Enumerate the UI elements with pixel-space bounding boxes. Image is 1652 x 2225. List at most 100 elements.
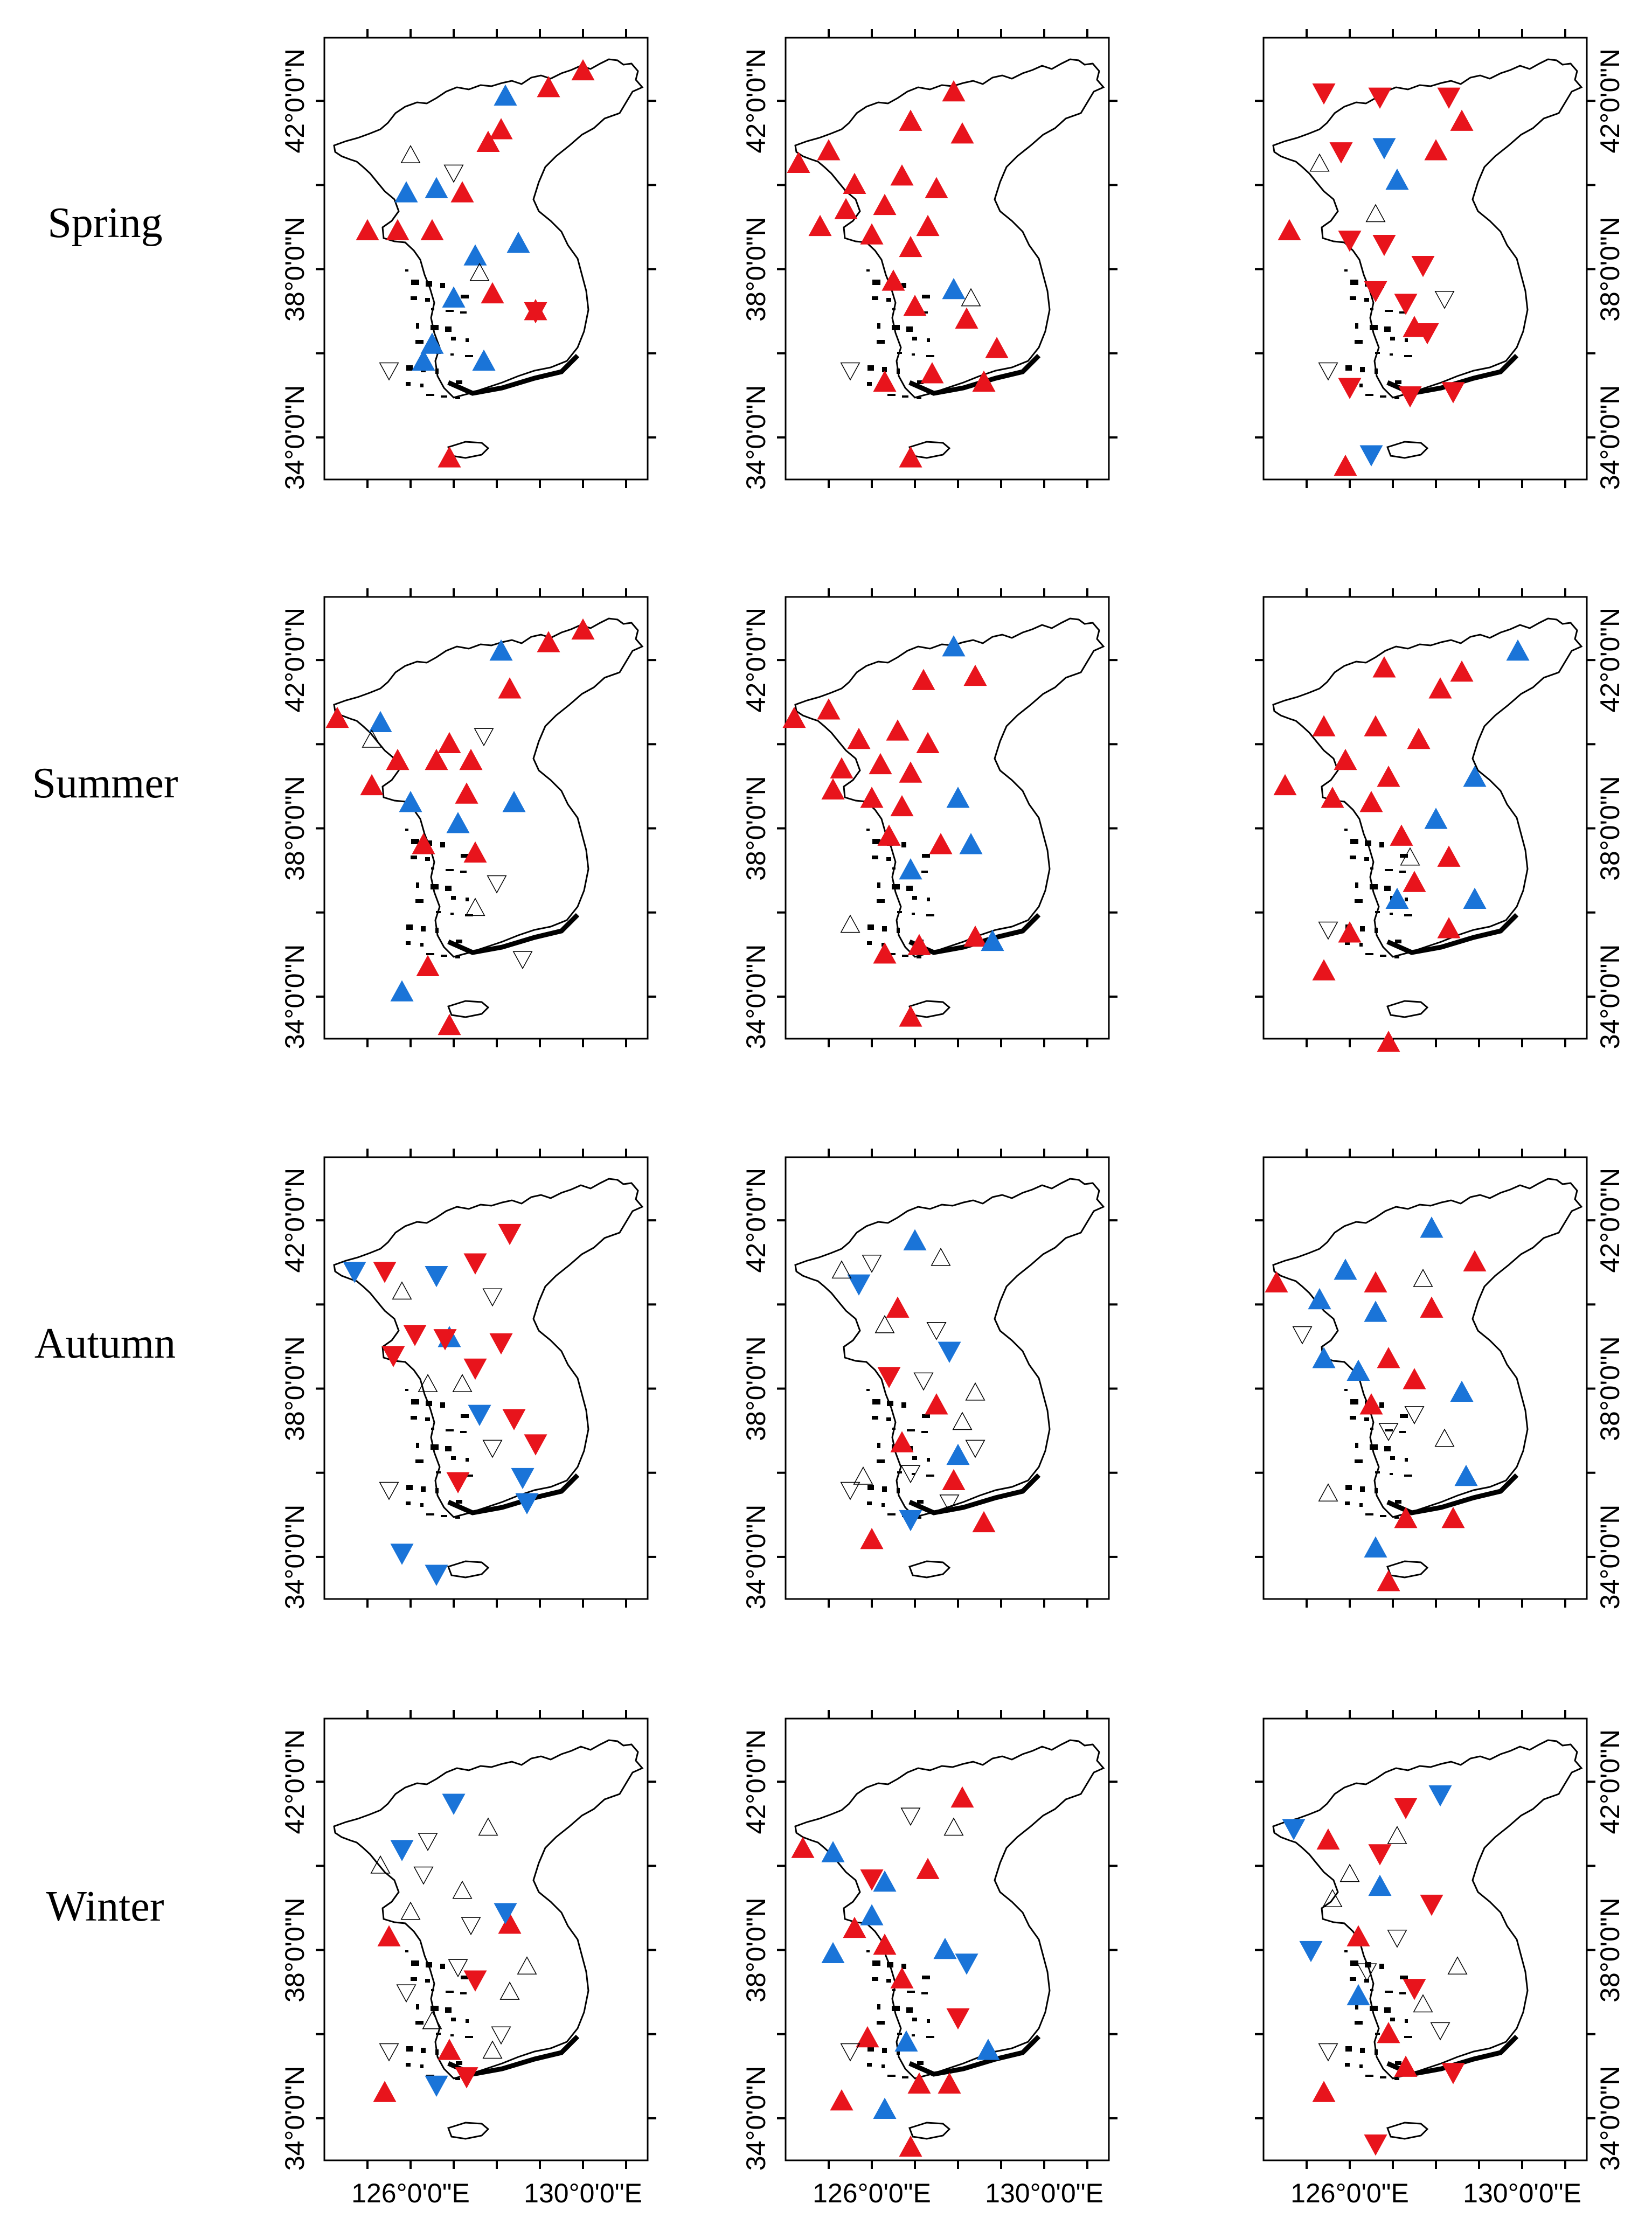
lat-label: 38°0'0"N: [280, 1897, 310, 2002]
island-speck: [441, 395, 447, 398]
island-speck: [877, 2004, 880, 2010]
island-speck: [446, 1429, 454, 1431]
island-speck: [416, 323, 419, 329]
island-speck: [441, 955, 447, 957]
red-up-triangle-marker: [791, 1837, 815, 1858]
island-speck: [426, 1513, 434, 1515]
island-speck: [441, 1515, 447, 1517]
island-speck: [1370, 867, 1373, 870]
island-speck: [455, 956, 460, 958]
island-speck: [892, 867, 896, 870]
red-up-triangle-marker: [438, 732, 461, 754]
hollow-up-triangle-marker: [418, 1374, 438, 1392]
hollow-up-triangle-marker: [400, 1901, 421, 1920]
red-up-triangle-marker: [1377, 1570, 1400, 1591]
island-speck: [886, 298, 891, 302]
island-speck: [897, 352, 902, 354]
blue-up-triangle-marker: [946, 787, 970, 808]
island-speck: [1365, 1962, 1371, 1967]
red-down-triangle-marker: [1329, 142, 1353, 164]
red-up-triangle-marker: [942, 1469, 966, 1491]
island-speck: [431, 884, 439, 889]
red-up-triangle-marker: [903, 295, 927, 316]
island-speck: [450, 2034, 454, 2036]
island-speck: [867, 1485, 874, 1490]
red-up-triangle-marker: [950, 1786, 974, 1808]
island-speck: [1355, 1443, 1358, 1448]
south-coast-islands: [447, 1473, 580, 1515]
red-up-triangle-marker: [1390, 824, 1413, 846]
lat-label: 38°0'0"N: [1595, 1897, 1625, 2002]
island-speck: [451, 896, 456, 900]
hollow-up-triangle-marker: [469, 262, 490, 281]
island-speck: [927, 1458, 930, 1462]
island-speck: [1355, 1459, 1363, 1463]
red-up-triangle-marker: [425, 748, 448, 770]
red-down-triangle-marker: [403, 1325, 427, 1346]
island-speck: [1364, 1417, 1369, 1421]
island-speck: [1350, 296, 1356, 300]
red-up-triangle-marker: [450, 181, 474, 203]
island-speck: [435, 2049, 439, 2055]
blue-up-triangle-marker: [463, 244, 487, 266]
red-up-triangle-marker: [912, 669, 935, 690]
island-speck: [406, 1501, 411, 1505]
island-speck: [912, 1473, 915, 1475]
red-down-triangle-marker: [1394, 1798, 1418, 1819]
island-speck: [431, 1444, 439, 1450]
island-speck: [421, 2048, 426, 2053]
red-up-triangle-marker: [571, 59, 595, 81]
hollow-down-triangle-marker: [1387, 1929, 1407, 1948]
south-coast-islands: [447, 353, 580, 396]
island-speck: [1355, 323, 1358, 329]
red-up-triangle-marker: [1437, 845, 1461, 867]
red-up-triangle-marker: [1394, 2055, 1418, 2077]
red-up-triangle-marker: [1407, 727, 1431, 749]
island-speck: [897, 1471, 902, 1473]
island-speck: [411, 296, 417, 300]
island-speck: [917, 380, 924, 384]
lat-label: 42°0'0"N: [280, 48, 310, 154]
hollow-up-triangle-marker: [517, 1956, 537, 1975]
island-speck: [892, 1428, 896, 1430]
red-up-triangle-marker: [1377, 1031, 1400, 1052]
island-speck: [1375, 2033, 1380, 2035]
island-speck: [881, 943, 885, 947]
island-speck: [1365, 840, 1371, 846]
island-speck: [426, 1962, 432, 1967]
island-speck: [922, 854, 930, 858]
blue-up-triangle-marker: [1463, 766, 1487, 787]
hollow-down-triangle-marker: [461, 1917, 481, 1936]
island-speck: [1385, 310, 1393, 312]
island-speck: [465, 2036, 473, 2038]
red-up-triangle-marker: [1463, 1250, 1487, 1271]
red-up-triangle-marker: [963, 925, 987, 947]
island-speck: [445, 886, 452, 891]
red-up-triangle-marker: [860, 223, 884, 245]
island-speck: [411, 280, 419, 285]
map-panel-winter-1: [316, 1710, 656, 2169]
red-up-triangle-marker: [1424, 139, 1448, 161]
red-up-triangle-marker: [1403, 871, 1426, 892]
island-speck: [1344, 1389, 1348, 1391]
hollow-down-triangle-marker: [487, 875, 507, 894]
island-speck: [867, 924, 874, 930]
island-speck: [405, 1950, 408, 1952]
blue-up-triangle-marker: [369, 711, 392, 732]
lat-label: 34°0'0"N: [741, 1505, 771, 1610]
hollow-up-triangle-marker: [478, 1817, 498, 1836]
island-speck: [1375, 1488, 1378, 1493]
island-speck: [416, 882, 419, 888]
island-speck: [445, 2007, 452, 2013]
hollow-up-triangle-marker: [465, 898, 485, 916]
lon-label: 130°0'0"E: [524, 2178, 642, 2208]
island-speck: [882, 2048, 887, 2053]
hollow-down-triangle-marker: [448, 1959, 468, 1978]
lat-label: 34°0'0"N: [1595, 385, 1625, 490]
hollow-up-triangle-marker: [1447, 1956, 1468, 1975]
hollow-down-triangle-marker: [1318, 921, 1338, 940]
hollow-down-triangle-marker: [1357, 1963, 1377, 1982]
island-speck: [411, 856, 417, 859]
island-speck: [461, 1976, 469, 1979]
map-panel-spring-3: [1255, 29, 1595, 488]
